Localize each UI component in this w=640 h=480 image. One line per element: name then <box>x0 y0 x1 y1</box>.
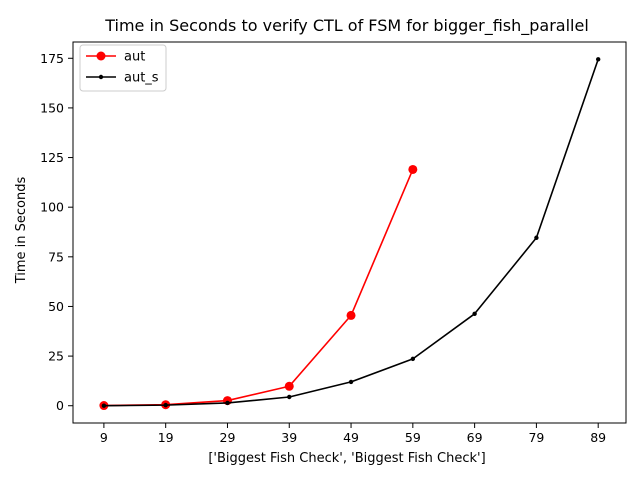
x-tick-label: 89 <box>590 430 606 445</box>
data-point-aut <box>408 164 418 174</box>
data-point-aut_s <box>287 394 292 400</box>
x-axis-label: ['Biggest Fish Check', 'Biggest Fish Che… <box>208 451 485 466</box>
chart-title: Time in Seconds to verify CTL of FSM for… <box>104 16 589 36</box>
legend-label-aut_s: aut_s <box>124 71 159 86</box>
y-tick-label: 175 <box>40 51 64 66</box>
legend-label-aut: aut <box>124 50 145 65</box>
x-tick-label: 69 <box>467 430 483 445</box>
x-tick-label: 49 <box>343 430 359 445</box>
x-tick-label: 59 <box>405 430 421 445</box>
y-axis-label: Time in Seconds <box>14 177 29 285</box>
legend-swatch-marker-aut <box>96 51 106 61</box>
data-point-aut_s <box>101 403 107 408</box>
y-tick-label: 0 <box>56 398 64 413</box>
x-tick-label: 29 <box>220 430 236 445</box>
y-tick-label: 25 <box>48 349 64 364</box>
data-point-aut <box>284 381 294 391</box>
x-tick-label: 79 <box>528 430 544 445</box>
y-tick-label: 75 <box>48 249 64 264</box>
data-point-aut_s <box>225 400 230 406</box>
x-tick-label: 39 <box>281 430 297 445</box>
plot-area: 9 19 29 39 49 59 69 79 89 0 25 50 75 100 125 150 175 <box>40 41 627 445</box>
y-tick-label: 100 <box>40 200 64 215</box>
x-tick-label: 19 <box>158 430 174 445</box>
y-tick-label: 150 <box>40 100 64 115</box>
data-point-aut_s <box>472 311 477 317</box>
legend-swatch-marker-aut_s <box>98 74 104 80</box>
x-tick-label: 9 <box>100 430 108 445</box>
data-point-aut_s <box>348 379 354 385</box>
data-point-aut_s <box>163 402 168 408</box>
legend: aut aut_s <box>79 44 167 92</box>
data-point-aut_s <box>410 356 416 362</box>
y-tick-label: 50 <box>48 299 64 314</box>
axes-frame <box>72 41 627 424</box>
data-point-aut <box>346 310 356 320</box>
y-tick-label: 125 <box>40 150 64 165</box>
data-point-aut_s <box>534 235 539 240</box>
data-point-aut_s <box>595 57 601 62</box>
